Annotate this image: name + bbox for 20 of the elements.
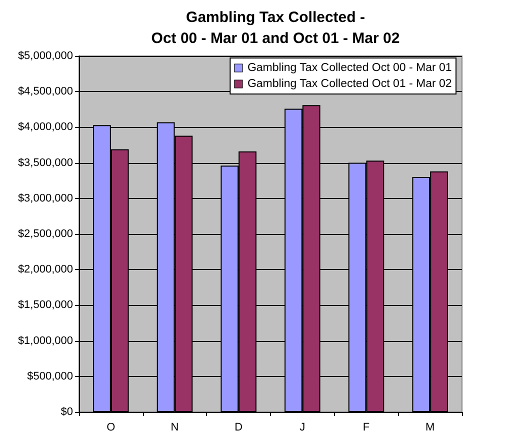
y-tick-label: $2,000,000 <box>18 264 73 276</box>
y-tick-label: $2,500,000 <box>18 228 73 240</box>
y-tick-label: $1,500,000 <box>18 299 73 312</box>
x-tick-label: N <box>170 422 179 434</box>
legend-label: Gambling Tax Collected Oct 00 - Mar 01 <box>247 62 452 74</box>
x-tick-label: M <box>425 422 435 434</box>
y-tick-label: $4,500,000 <box>18 86 73 98</box>
x-tick-label: O <box>106 422 116 434</box>
y-tick-label: $3,500,000 <box>18 156 73 169</box>
y-tick-label: $1,000,000 <box>18 334 73 347</box>
y-tick-label: $5,000,000 <box>18 50 73 62</box>
x-tick-label: F <box>362 422 370 434</box>
y-tick-label: $500,000 <box>27 370 73 382</box>
x-tick-label: J <box>300 422 306 434</box>
legend-label: Gambling Tax Collected Oct 01 - Mar 02 <box>247 78 452 90</box>
y-tick-label: $3,000,000 <box>18 192 73 204</box>
chart-title: Gambling Tax Collected - Oct 00 - Mar 01 and Oct 01 - Mar 02 <box>151 9 400 47</box>
y-tick-label: $4,000,000 <box>18 121 73 134</box>
x-tick-label: D <box>234 422 243 434</box>
y-tick-label: $0 <box>60 406 73 418</box>
